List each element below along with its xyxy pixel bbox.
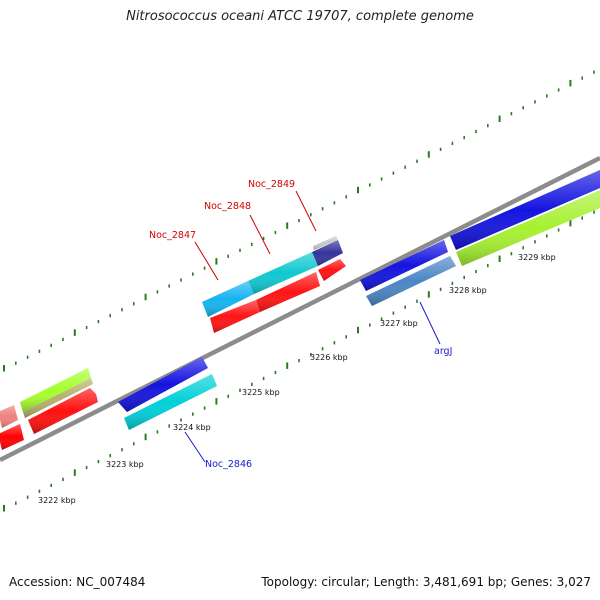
genome-summary-text: Topology: circular; Length: 3,481,691 bp… — [261, 575, 591, 589]
scale-label: 3223 kbp — [106, 460, 144, 469]
feature-shade — [118, 357, 208, 412]
scale-label: 3228 kbp — [449, 286, 487, 295]
gene-labels: Noc_2847 Noc_2848 Noc_2849 Noc_2846 argJ — [149, 179, 452, 470]
map-title: Nitrosococcus oceani ATCC 19707, complet… — [126, 9, 474, 24]
feature-shade — [210, 300, 260, 333]
feature-shade — [366, 256, 456, 306]
feature-shading — [0, 170, 600, 450]
gene-label-noc-2846[interactable]: Noc_2846 — [205, 459, 252, 470]
scale-label: 3226 kbp — [310, 353, 348, 362]
genome-backbone — [0, 155, 600, 463]
gene-label-leaders — [184, 190, 441, 463]
feature-shade — [312, 240, 343, 266]
scale-label: 3229 kbp — [518, 253, 556, 262]
gene-label-noc-2847[interactable]: Noc_2847 — [149, 230, 196, 241]
feature-shade — [313, 236, 338, 250]
feature-shade — [202, 281, 254, 317]
feature-shade — [456, 190, 600, 266]
scale-label: 3222 kbp — [38, 496, 76, 505]
gene-label-noc-2848[interactable]: Noc_2848 — [204, 201, 251, 212]
feature-shade — [450, 170, 600, 250]
scale-labels: 3222 kbp 3223 kbp 3224 kbp 3225 kbp 3226… — [38, 253, 556, 505]
feature-shade — [248, 252, 318, 294]
scale-label: 3225 kbp — [242, 388, 280, 397]
feature-shade — [256, 272, 320, 312]
feature-shade — [0, 424, 24, 450]
scale-label: 3227 kbp — [380, 319, 418, 328]
feature-shade — [0, 405, 18, 428]
feature-shade — [28, 388, 98, 434]
feature-shade — [318, 259, 346, 281]
scale-ticks — [3, 70, 595, 512]
gene-label-noc-2849[interactable]: Noc_2849 — [248, 179, 295, 190]
feature-shade — [124, 374, 217, 430]
accession-text: Accession: NC_007484 — [9, 575, 146, 589]
feature-shade — [20, 368, 91, 412]
scale-label: 3224 kbp — [173, 423, 211, 432]
feature-shade — [23, 378, 93, 418]
feature-shade — [360, 240, 448, 291]
gene-label-argj[interactable]: argJ — [434, 346, 452, 357]
